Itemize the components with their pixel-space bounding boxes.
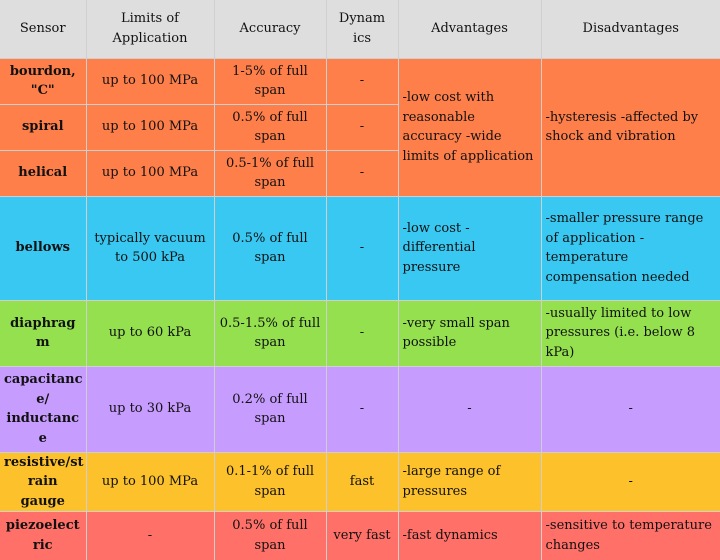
dynamics-cell: very fast <box>325 511 399 560</box>
limits-cell: up to 100 MPa <box>85 149 215 197</box>
disadvantages-cell: - <box>540 365 720 453</box>
accuracy-cell: 0.5-1% of full span <box>213 149 327 197</box>
limits-cell: - <box>85 511 215 560</box>
table-row: bellows typically vacuum to 500 kPa 0.5%… <box>0 195 720 301</box>
disadvantages-cell: -hysteresis -affected by shock and vibra… <box>540 57 720 197</box>
table-row: resistive/st rain gauge up to 100 MPa 0.… <box>0 451 720 512</box>
table-row: capacitanc e/ inductanc e up to 30 kPa 0… <box>0 365 720 453</box>
dynamics-cell: - <box>325 103 398 151</box>
limits-cell: up to 100 MPa <box>85 103 215 151</box>
accuracy-cell: 0.5% of full span <box>213 195 327 301</box>
advantages-cell: -fast dynamics <box>397 511 542 560</box>
sensor-name: bourdon, "C" <box>0 57 87 105</box>
sensor-name: bellows <box>0 195 87 301</box>
sensor-name: spiral <box>0 103 87 151</box>
advantages-cell: - <box>397 365 542 453</box>
sensor-name: piezoelect ric <box>0 511 87 560</box>
header-dynamics: Dynam ics <box>325 0 399 59</box>
accuracy-cell: 1-5% of full span <box>213 57 327 105</box>
advantages-cell: -low cost with reasonable accuracy -wide… <box>397 57 542 197</box>
advantages-cell: -large range of pressures <box>397 451 542 512</box>
disadvantages-cell: -sensitive to temperature changes <box>540 511 720 560</box>
dynamics-cell: - <box>325 195 399 301</box>
disadvantages-cell: - <box>540 451 720 512</box>
header-sensor: Sensor <box>0 0 87 59</box>
dynamics-cell: - <box>325 57 399 105</box>
sensor-name: helical <box>0 149 87 197</box>
advantages-cell: -low cost -differential pressure <box>397 195 542 301</box>
table-row: piezoelect ric - 0.5% of full span very … <box>0 511 720 560</box>
limits-cell: typically vacuum to 500 kPa <box>85 195 215 301</box>
accuracy-cell: 0.2% of full span <box>213 365 327 453</box>
dynamics-cell: - <box>325 299 399 367</box>
header-disadvantages: Disadvantages <box>540 0 720 59</box>
table-row: bourdon, "C" up to 100 MPa 1-5% of full … <box>0 57 720 197</box>
header-advantages: Advantages <box>397 0 542 59</box>
table-row: diaphrag m up to 60 kPa 0.5-1.5% of full… <box>0 299 720 367</box>
limits-cell: up to 100 MPa <box>85 57 215 105</box>
dynamics-cell: - <box>325 149 398 197</box>
sensor-name: resistive/st rain gauge <box>0 451 87 512</box>
header-limits: Limits of Application <box>85 0 215 59</box>
header-row: Sensor Limits of Application Accuracy Dy… <box>0 0 720 59</box>
dynamics-cell: - <box>325 365 399 453</box>
accuracy-cell: 0.5% of full span <box>213 511 327 560</box>
accuracy-cell: 0.5% of full span <box>213 103 327 151</box>
header-accuracy: Accuracy <box>213 0 327 59</box>
limits-cell: up to 30 kPa <box>85 365 215 453</box>
accuracy-cell: 0.5-1.5% of full span <box>213 299 327 367</box>
disadvantages-cell: -usually limited to low pressures (i.e. … <box>540 299 720 367</box>
limits-cell: up to 100 MPa <box>85 451 215 512</box>
sensor-name: capacitanc e/ inductanc e <box>0 365 87 453</box>
disadvantages-cell: -smaller pressure range of application -… <box>540 195 720 301</box>
limits-cell: up to 60 kPa <box>85 299 215 367</box>
dynamics-cell: fast <box>325 451 399 512</box>
sensor-name: diaphrag m <box>0 299 87 367</box>
accuracy-cell: 0.1-1% of full span <box>213 451 327 512</box>
advantages-cell: -very small span possible <box>397 299 542 367</box>
table-row: helical up to 100 MPa 0.5-1% of full spa… <box>0 149 720 197</box>
